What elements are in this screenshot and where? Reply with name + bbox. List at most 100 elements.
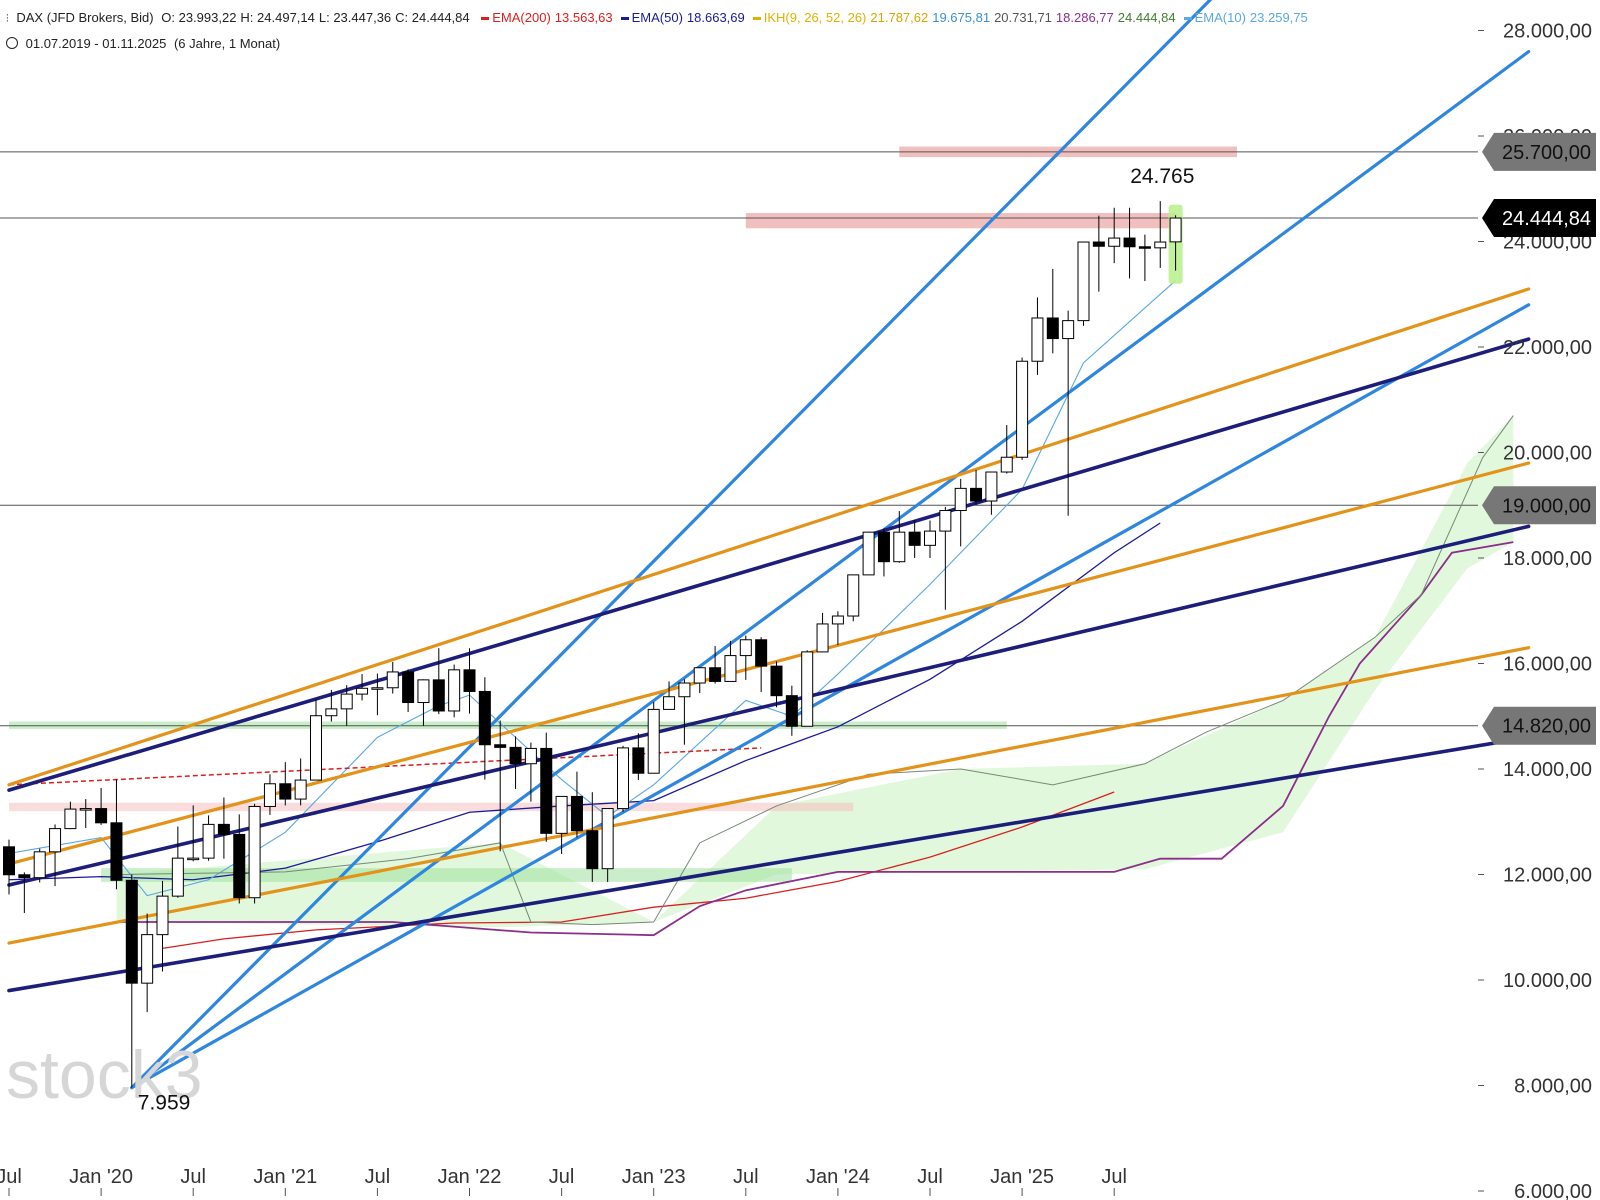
candle[interactable] bbox=[862, 531, 875, 576]
candle[interactable] bbox=[64, 801, 77, 830]
candle[interactable] bbox=[663, 681, 676, 710]
candle[interactable] bbox=[985, 471, 998, 515]
indicator-legend-item[interactable]: IKH(9, 26, 52, 26) 21.787,62 19.675,81 20.7… bbox=[752, 10, 1180, 25]
candle-body bbox=[770, 665, 783, 697]
candle[interactable] bbox=[877, 528, 890, 577]
candle[interactable] bbox=[1092, 215, 1105, 292]
candle[interactable] bbox=[570, 771, 583, 838]
candle[interactable] bbox=[310, 699, 322, 781]
candle[interactable] bbox=[417, 679, 430, 726]
candle[interactable] bbox=[586, 792, 599, 882]
candle[interactable] bbox=[939, 506, 952, 610]
candle[interactable] bbox=[770, 661, 783, 708]
candle[interactable] bbox=[156, 880, 169, 972]
candle[interactable] bbox=[755, 637, 768, 692]
candle[interactable] bbox=[709, 646, 722, 684]
candle[interactable] bbox=[356, 674, 369, 701]
candle[interactable] bbox=[678, 679, 691, 745]
candle-body bbox=[371, 687, 384, 690]
candle[interactable] bbox=[555, 795, 568, 854]
candle[interactable] bbox=[1154, 201, 1167, 268]
candle-body bbox=[693, 667, 706, 684]
candle[interactable] bbox=[33, 848, 46, 883]
candle[interactable] bbox=[739, 635, 752, 680]
candle[interactable] bbox=[970, 469, 983, 505]
indicator-swatch bbox=[481, 17, 490, 21]
candle[interactable] bbox=[908, 520, 921, 558]
candle-body bbox=[908, 531, 921, 546]
candle[interactable] bbox=[831, 611, 844, 646]
candle[interactable] bbox=[1046, 268, 1059, 354]
price-label-box bbox=[1482, 486, 1596, 525]
candle[interactable] bbox=[1031, 297, 1044, 375]
candle-body bbox=[325, 708, 338, 717]
candle[interactable] bbox=[693, 667, 706, 694]
candle[interactable] bbox=[171, 826, 184, 898]
candle[interactable] bbox=[617, 745, 629, 812]
candle[interactable] bbox=[18, 872, 31, 914]
candle[interactable] bbox=[540, 732, 553, 842]
candle[interactable] bbox=[187, 805, 200, 862]
candle[interactable] bbox=[1108, 207, 1121, 264]
indicator-legend-item[interactable]: EMA(200) 13.563,63 bbox=[481, 10, 616, 25]
candle[interactable] bbox=[724, 640, 737, 682]
candle[interactable] bbox=[202, 815, 215, 861]
candle[interactable] bbox=[79, 799, 92, 829]
candle[interactable] bbox=[1000, 425, 1013, 474]
candle[interactable] bbox=[263, 774, 276, 815]
candles[interactable] bbox=[3, 201, 1182, 1088]
candle[interactable] bbox=[847, 574, 860, 622]
candle[interactable] bbox=[386, 661, 399, 694]
candle[interactable] bbox=[402, 669, 415, 713]
y-tick-label: 28.000,00 bbox=[1503, 21, 1592, 43]
candle-body bbox=[755, 639, 768, 667]
candle[interactable] bbox=[141, 913, 154, 1013]
candle[interactable] bbox=[294, 758, 307, 806]
candle[interactable] bbox=[371, 673, 384, 716]
candle[interactable] bbox=[110, 779, 123, 890]
indicator-legend-item[interactable]: EMA(50) 18.663,69 bbox=[620, 10, 749, 25]
candle[interactable] bbox=[785, 685, 798, 736]
candle[interactable] bbox=[524, 742, 537, 802]
candle[interactable] bbox=[448, 664, 461, 718]
indicator-line bbox=[116, 415, 1514, 926]
candle[interactable] bbox=[632, 733, 645, 781]
candle[interactable] bbox=[340, 685, 353, 726]
candle[interactable] bbox=[325, 689, 338, 722]
y-tick-label: 10.000,00 bbox=[1503, 970, 1592, 992]
candle[interactable] bbox=[954, 478, 967, 547]
candle[interactable] bbox=[3, 839, 15, 895]
candle[interactable] bbox=[1169, 215, 1182, 271]
indicator-legend-item[interactable]: EMA(10) 23.259,75 bbox=[1183, 10, 1312, 25]
candle[interactable] bbox=[1077, 241, 1090, 326]
candle[interactable] bbox=[248, 803, 261, 904]
candle[interactable] bbox=[801, 650, 814, 727]
candle[interactable] bbox=[478, 677, 491, 780]
candle-body bbox=[509, 746, 522, 765]
candle[interactable] bbox=[279, 762, 292, 806]
candle[interactable] bbox=[924, 520, 936, 558]
chart-type-icon[interactable]: ⫶ bbox=[6, 13, 9, 25]
candle[interactable] bbox=[233, 814, 246, 904]
candle[interactable] bbox=[217, 797, 230, 859]
candle[interactable] bbox=[49, 824, 62, 887]
candle[interactable] bbox=[494, 720, 507, 852]
candle-body bbox=[432, 679, 445, 712]
candle-body bbox=[816, 623, 829, 653]
candle[interactable] bbox=[125, 874, 138, 1088]
candle[interactable] bbox=[816, 612, 829, 653]
candle[interactable] bbox=[95, 787, 108, 825]
candle[interactable] bbox=[1062, 310, 1075, 516]
candle[interactable] bbox=[647, 702, 660, 774]
candle[interactable] bbox=[1016, 357, 1029, 460]
candle[interactable] bbox=[463, 648, 476, 714]
candle[interactable] bbox=[432, 648, 445, 715]
candle[interactable] bbox=[1138, 234, 1151, 282]
candle[interactable] bbox=[509, 736, 522, 790]
header-line-2: 01.07.2019 - 01.11.2025 (6 Jahre, 1 Mona… bbox=[6, 36, 284, 51]
candle[interactable] bbox=[893, 511, 906, 563]
candle[interactable] bbox=[1123, 207, 1136, 279]
candle[interactable] bbox=[601, 808, 614, 882]
price-label-text: 24.444,84 bbox=[1502, 208, 1591, 230]
